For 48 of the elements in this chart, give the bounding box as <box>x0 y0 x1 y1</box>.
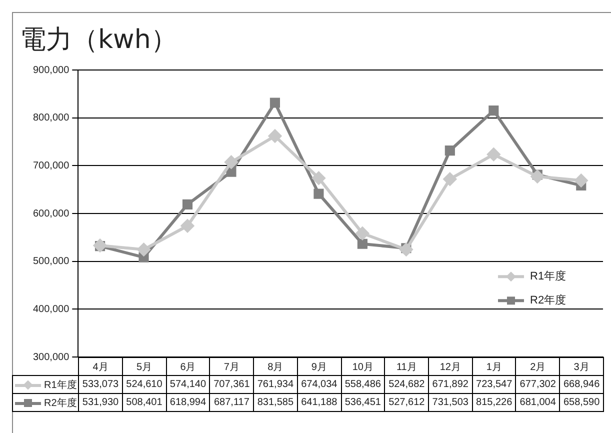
data-label: 531,930 <box>78 394 122 412</box>
data-label: 533,073 <box>78 376 122 394</box>
y-tick-label: 500,000 <box>32 256 70 268</box>
data-label: 731,503 <box>428 394 472 412</box>
y-tick-label: 300,000 <box>32 352 70 363</box>
x-tick-label: 5月 <box>122 358 166 376</box>
x-tick-label: 9月 <box>297 358 342 376</box>
y-tick-label: 600,000 <box>32 208 70 220</box>
data-label: 641,188 <box>297 394 342 412</box>
x-tick-label: 6月 <box>166 358 210 376</box>
data-label: 524,682 <box>384 376 429 394</box>
text: R2年度 <box>44 398 77 408</box>
data-label: 681,004 <box>516 394 560 412</box>
data-label: 618,994 <box>166 394 210 412</box>
data-label: 536,451 <box>341 394 385 412</box>
data-label: 668,946 <box>560 376 604 394</box>
x-tick-label: 2月 <box>516 358 560 376</box>
x-tick-label: 7月 <box>210 358 254 376</box>
data-label: 558,486 <box>341 376 385 394</box>
data-label: 671,892 <box>428 376 472 394</box>
x-tick-label: 4月 <box>78 358 122 376</box>
data-label: 508,401 <box>122 394 166 412</box>
legend-label: R2年度 <box>530 294 566 307</box>
x-tick-label: 11月 <box>384 358 429 376</box>
data-label: 527,612 <box>384 394 429 412</box>
data-label: 815,226 <box>472 394 516 412</box>
x-tick-label: 8月 <box>254 358 298 376</box>
y-tick-label: 800,000 <box>32 112 70 124</box>
y-tick-label: 700,000 <box>32 160 70 172</box>
data-label: 707,361 <box>210 376 254 394</box>
chart-title: 電力（kwh） <box>20 24 177 57</box>
y-tick-label: 900,000 <box>32 64 70 76</box>
data-label: 674,034 <box>297 376 342 394</box>
y-tick-label: 400,000 <box>32 304 70 315</box>
data-label: 723,547 <box>472 376 516 394</box>
x-tick-label: 12月 <box>428 358 472 376</box>
data-label: 831,585 <box>254 394 298 412</box>
data-label: 574,140 <box>166 376 210 394</box>
data-label: 524,610 <box>122 376 166 394</box>
x-tick-label: 10月 <box>341 358 385 376</box>
x-tick-label: 3月 <box>560 358 604 376</box>
data-label: 687,117 <box>210 394 254 412</box>
legend-label: R1年度 <box>530 270 566 283</box>
data-label: 761,934 <box>254 376 298 394</box>
text: R1年度 <box>44 380 77 390</box>
data-label: 677,302 <box>516 376 560 394</box>
data-label: 658,590 <box>560 394 604 412</box>
x-tick-label: 1月 <box>472 358 516 376</box>
